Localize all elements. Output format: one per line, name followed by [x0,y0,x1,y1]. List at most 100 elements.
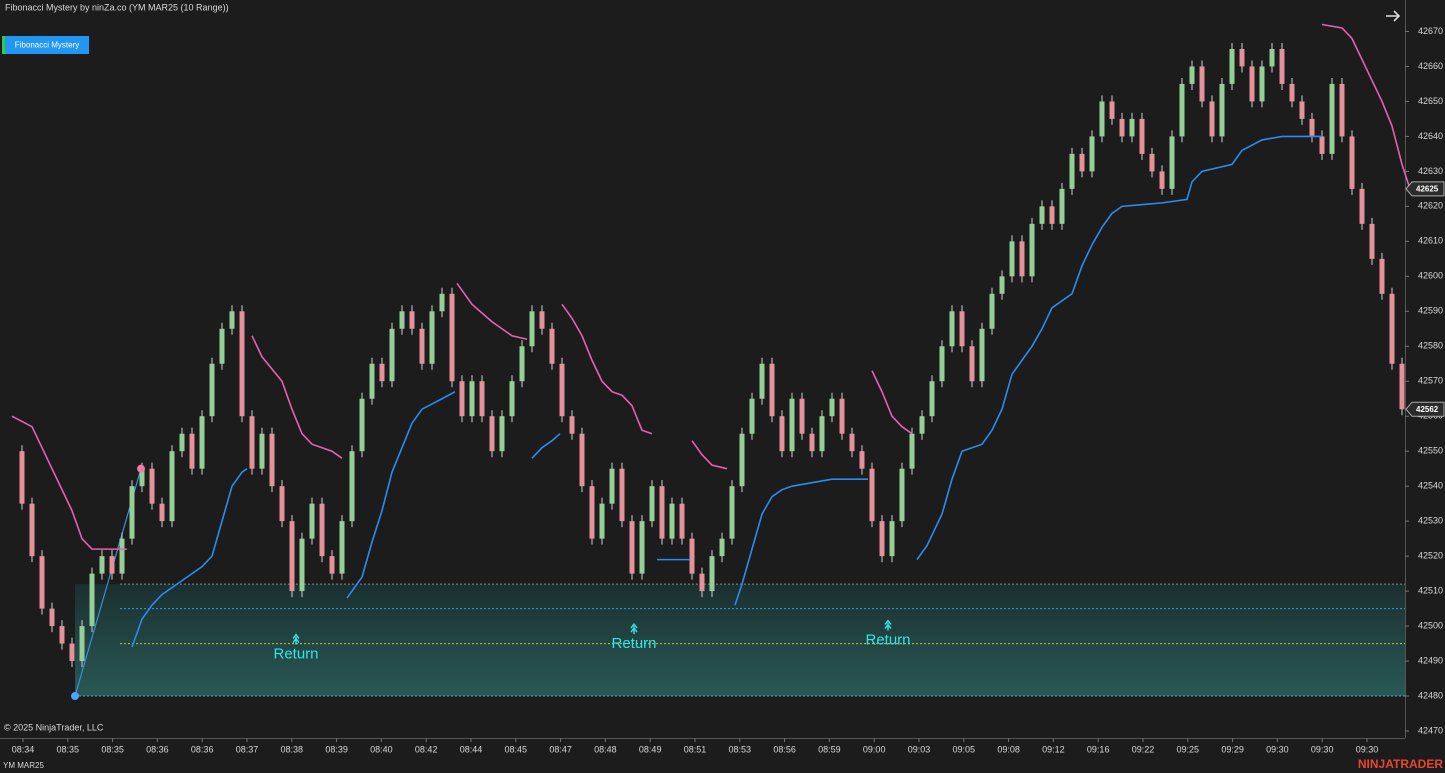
lower-line [734,478,868,606]
pivot-dot [137,464,145,473]
candle [819,416,825,452]
candle [969,346,975,382]
x-tick-label: 09:08 [997,744,1020,754]
x-tick-label: 08:49 [639,744,662,754]
candle [209,363,215,417]
candle [39,556,45,609]
indicator-button-label[interactable]: Fibonacci Mystery [15,41,79,50]
candle [879,521,885,557]
candle [1229,48,1235,84]
x-tick-label: 08:35 [57,744,80,754]
candle [849,433,855,452]
candle [629,521,635,574]
y-tick-label: 42490 [1418,655,1443,665]
candle [529,311,535,347]
x-tick-label: 09:29 [1221,744,1244,754]
candle [1099,101,1105,137]
candle [419,328,425,364]
candle [139,468,145,487]
y-tick-label: 42590 [1418,306,1443,316]
indicator-button[interactable] [5,36,89,54]
upper-line [561,303,653,435]
candle [669,503,675,539]
candle [679,503,685,539]
candle [989,293,995,329]
candle [329,556,335,574]
candle [269,433,275,487]
candle [719,538,725,557]
candle [919,416,925,434]
candle [799,398,805,434]
candle [1319,136,1325,154]
y-tick-label: 42600 [1418,271,1443,281]
candle [79,626,85,662]
x-tick-label: 09:12 [1042,744,1065,754]
candle [1179,83,1185,137]
candle [859,451,865,469]
candle [549,328,555,364]
return-label: Return [611,635,656,652]
y-tick-label: 42480 [1418,690,1443,700]
y-tick-label: 42530 [1418,516,1443,526]
x-tick-label: 09:30 [1311,744,1334,754]
y-tick-label: 42660 [1418,61,1443,71]
candle [1049,206,1055,224]
price-marker-label: 42562 [1416,405,1439,414]
candle [1059,188,1065,224]
y-tick-label: 42500 [1418,620,1443,630]
return-arrow [292,633,300,645]
candle [179,433,185,452]
candle [289,521,295,592]
candle [789,398,795,452]
upper-line [1321,23,1411,190]
candle [699,573,705,592]
candle [1069,153,1075,189]
candle [429,311,435,364]
upper-line [871,370,913,435]
candle [259,433,265,469]
candle [1009,241,1015,277]
x-tick-label: 08:51 [684,744,707,754]
candle [389,328,395,382]
y-tick-label: 42650 [1418,96,1443,106]
expand-arrow-icon[interactable] [1386,10,1401,22]
candle [319,503,325,557]
candle [169,451,175,522]
candle [499,416,505,452]
x-tick-label: 08:40 [370,744,393,754]
x-tick-label: 09:03 [908,744,931,754]
lower-line [916,135,1322,561]
return-label: Return [273,646,318,663]
candle [1349,136,1355,189]
candle [809,433,815,452]
candle [299,538,305,592]
candle [739,433,745,487]
x-tick-label: 08:37 [236,744,259,754]
price-marker-label: 42625 [1416,184,1439,193]
candle [449,293,455,382]
candle [1169,136,1175,189]
upper-line [251,335,343,459]
candle [979,328,985,382]
x-tick-label: 08:36 [146,744,169,754]
x-tick-label: 08:34 [12,744,35,754]
candle [459,381,465,417]
candle [909,433,915,469]
x-tick-label: 09:16 [1087,744,1110,754]
candle [1369,223,1375,259]
lower-line [531,433,561,459]
return-label: Return [865,632,910,649]
x-tick-label: 08:39 [325,744,348,754]
return-arrow [630,622,638,635]
candle [539,311,545,329]
candle [229,311,235,329]
candle [219,328,225,364]
candle [889,521,895,557]
chart-title: Fibonacci Mystery by ninZa.co (YM MAR25 … [5,2,229,12]
candle [1079,153,1085,172]
candle [49,608,55,627]
upper-line [691,440,728,470]
x-tick-label: 08:42 [415,744,438,754]
candle [159,503,165,522]
